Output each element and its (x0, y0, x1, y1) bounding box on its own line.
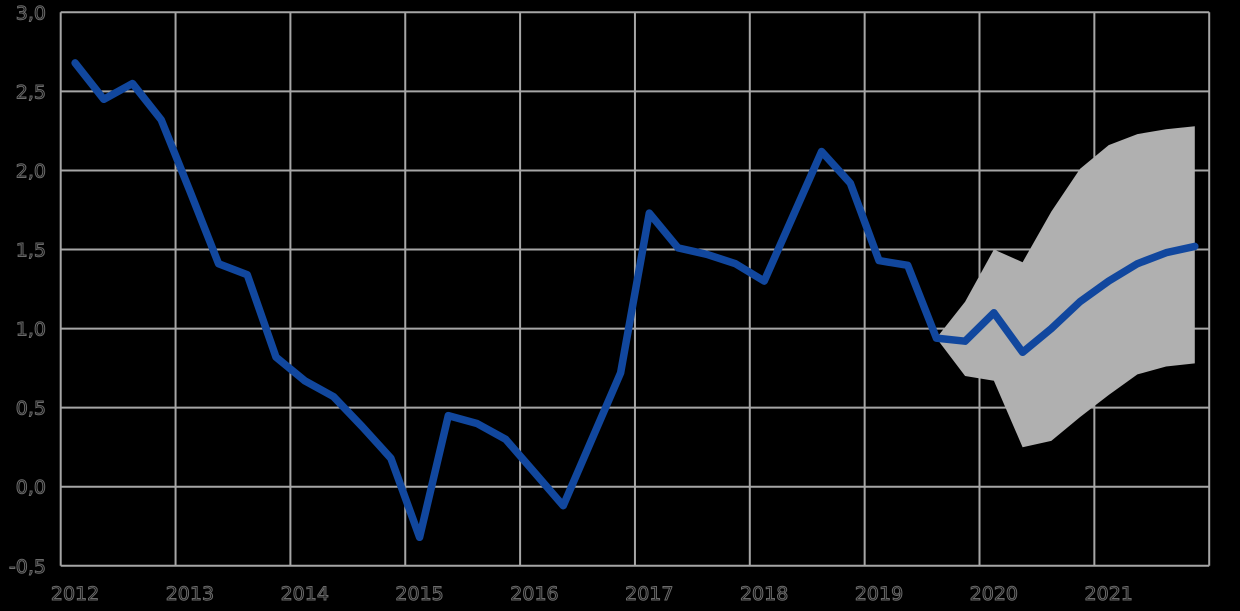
x-tick-label-2013: 2013 (166, 583, 214, 605)
x-tick-label-2016: 2016 (510, 583, 558, 605)
inflation-line (71, 59, 1199, 542)
y-tick-label-1,0: 1,0 (16, 319, 46, 341)
y-axis-labels: 3,0 2,5 2,0 1,5 1,0 0,5 0,0 -0,5 (8, 2, 46, 578)
y-tick-label-2,0: 2,0 (16, 160, 46, 182)
y-tick-label-0,0: 0,0 (16, 477, 46, 499)
x-tick-label-2021: 2021 (1085, 583, 1133, 605)
x-tick-label-2015: 2015 (395, 583, 443, 605)
y-tick-label-3,0: 3,0 (16, 2, 46, 24)
confidence-band-area (936, 126, 1195, 448)
x-tick-label-2020: 2020 (970, 583, 1018, 605)
y-tick-label-0,5: 0,5 (16, 398, 46, 420)
y-tick-label-1,5: 1,5 (16, 240, 46, 262)
x-tick-label-2012: 2012 (51, 583, 99, 605)
x-tick-label-2019: 2019 (855, 583, 903, 605)
x-axis-labels: 2012 2013 2014 2015 2016 2017 2018 2019 2020 2021 (50, 583, 1133, 606)
x-tick-label-2018: 2018 (740, 583, 788, 605)
x-tick-label-2014: 2014 (281, 583, 329, 605)
y-tick-label-2,5: 2,5 (16, 81, 46, 103)
x-tick-label-2017: 2017 (625, 583, 673, 605)
y-tick-label--0,5: -0,5 (9, 556, 46, 578)
